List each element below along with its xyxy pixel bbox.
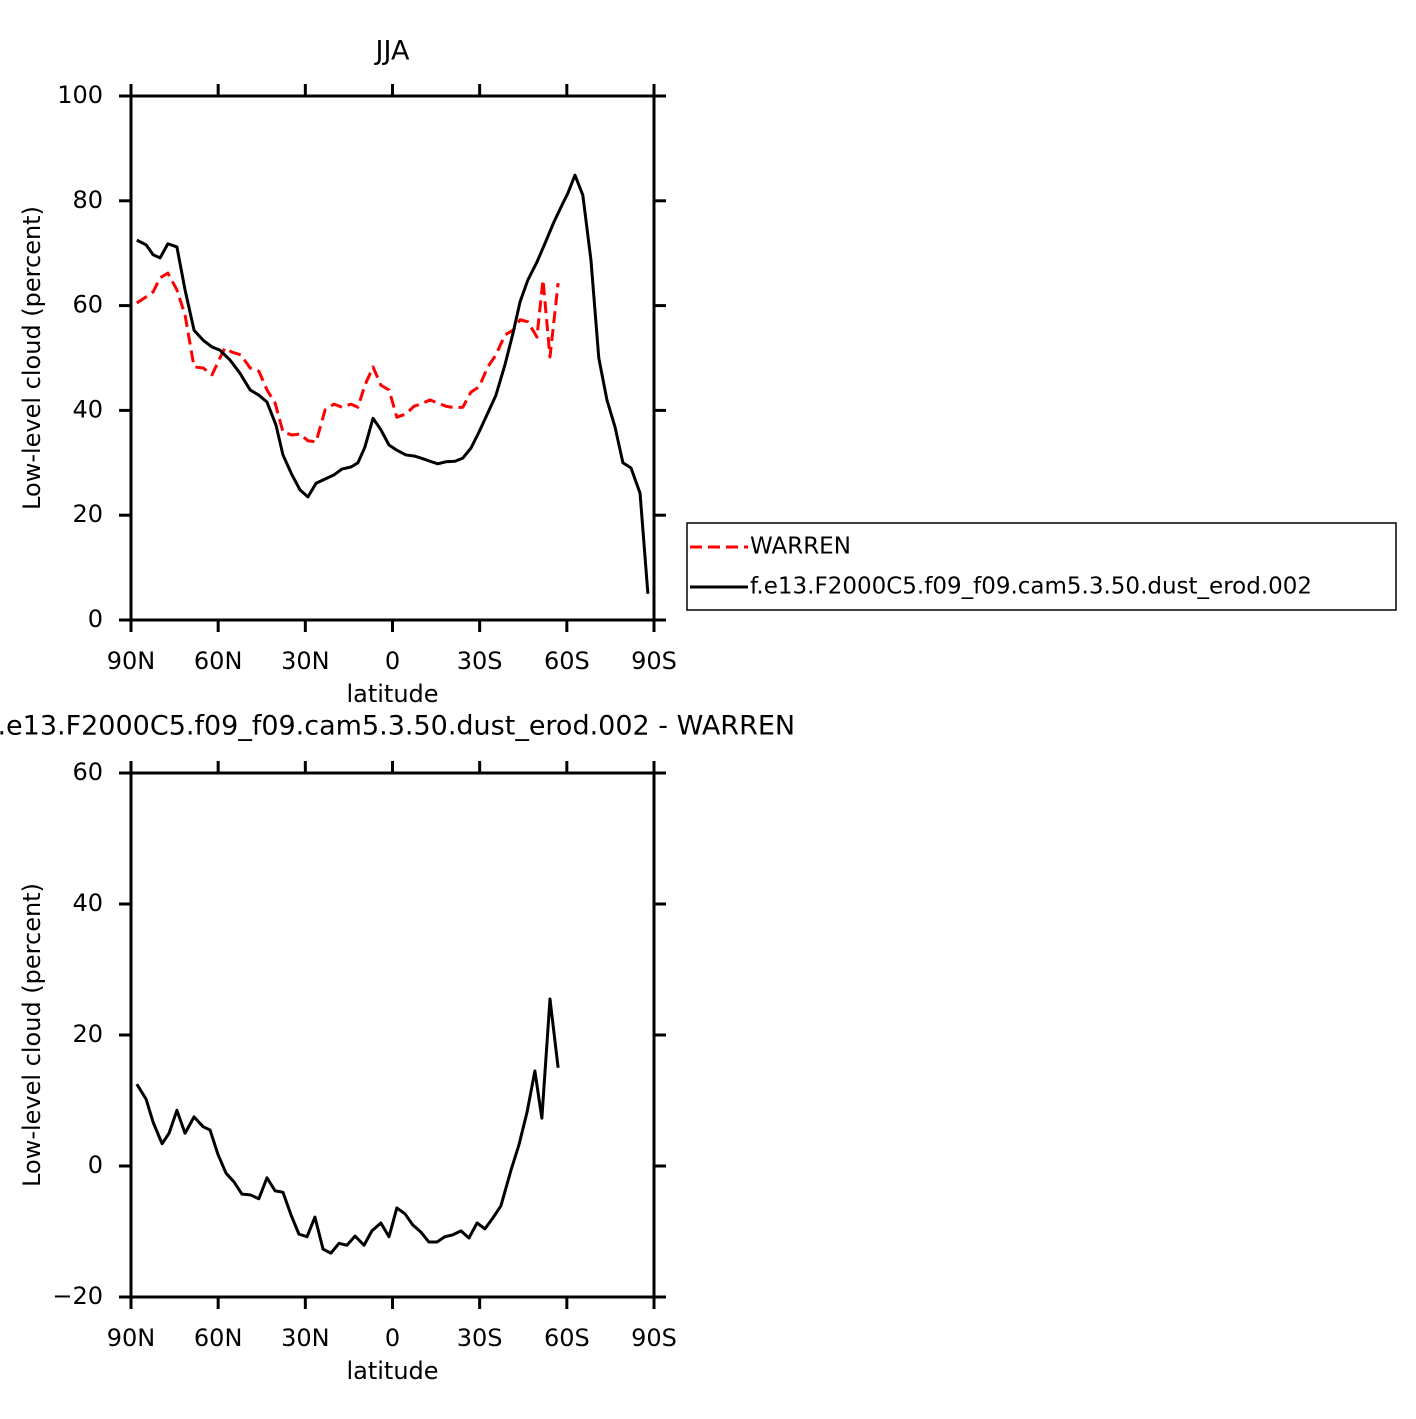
y-axis-label: Low-level cloud (percent)	[18, 206, 46, 510]
x-tick-label: 0	[385, 1324, 400, 1352]
x-tick-label: 30S	[457, 1324, 503, 1352]
data-line	[135, 271, 560, 444]
x-tick-label: 90N	[107, 1324, 156, 1352]
legend-label: f.e13.F2000C5.f09_f09.cam5.3.50.dust_ero…	[750, 574, 1312, 600]
y-tick-label: 0	[88, 605, 103, 633]
x-tick-label: 90N	[107, 647, 156, 675]
legend-box	[686, 522, 1397, 611]
y-tick-label: 20	[72, 500, 103, 528]
x-tick-label: 90S	[631, 1324, 677, 1352]
x-tick-label: 0	[385, 647, 400, 675]
x-tick-label: 60N	[194, 1324, 243, 1352]
x-tick-label: 60S	[544, 647, 590, 675]
y-axis-label: Low-level cloud (percent)	[18, 883, 46, 1187]
y-tick-label: −20	[52, 1282, 103, 1310]
y-tick-label: 60	[72, 758, 103, 786]
y-tick-label: 20	[72, 1020, 103, 1048]
y-tick-label: 40	[72, 889, 103, 917]
x-tick-label: 60S	[544, 1324, 590, 1352]
x-tick-label: 30S	[457, 647, 503, 675]
y-tick-label: 60	[72, 291, 103, 319]
data-line	[135, 997, 560, 1255]
data-line	[136, 173, 650, 594]
chart-title: f.e13.F2000C5.f09_f09.cam5.3.50.dust_ero…	[0, 711, 795, 742]
x-axis-label: latitude	[346, 680, 438, 708]
x-tick-label: 30N	[281, 1324, 330, 1352]
chart-title: JJA	[374, 36, 410, 67]
y-tick-label: 100	[57, 81, 103, 109]
legend-label: WARREN	[750, 534, 851, 560]
y-tick-label: 0	[88, 1151, 103, 1179]
x-tick-label: 60N	[194, 647, 243, 675]
y-tick-label: 80	[72, 186, 103, 214]
x-axis-label: latitude	[346, 1357, 438, 1385]
x-tick-label: 90S	[631, 647, 677, 675]
x-tick-label: 30N	[281, 647, 330, 675]
y-tick-label: 40	[72, 395, 103, 423]
